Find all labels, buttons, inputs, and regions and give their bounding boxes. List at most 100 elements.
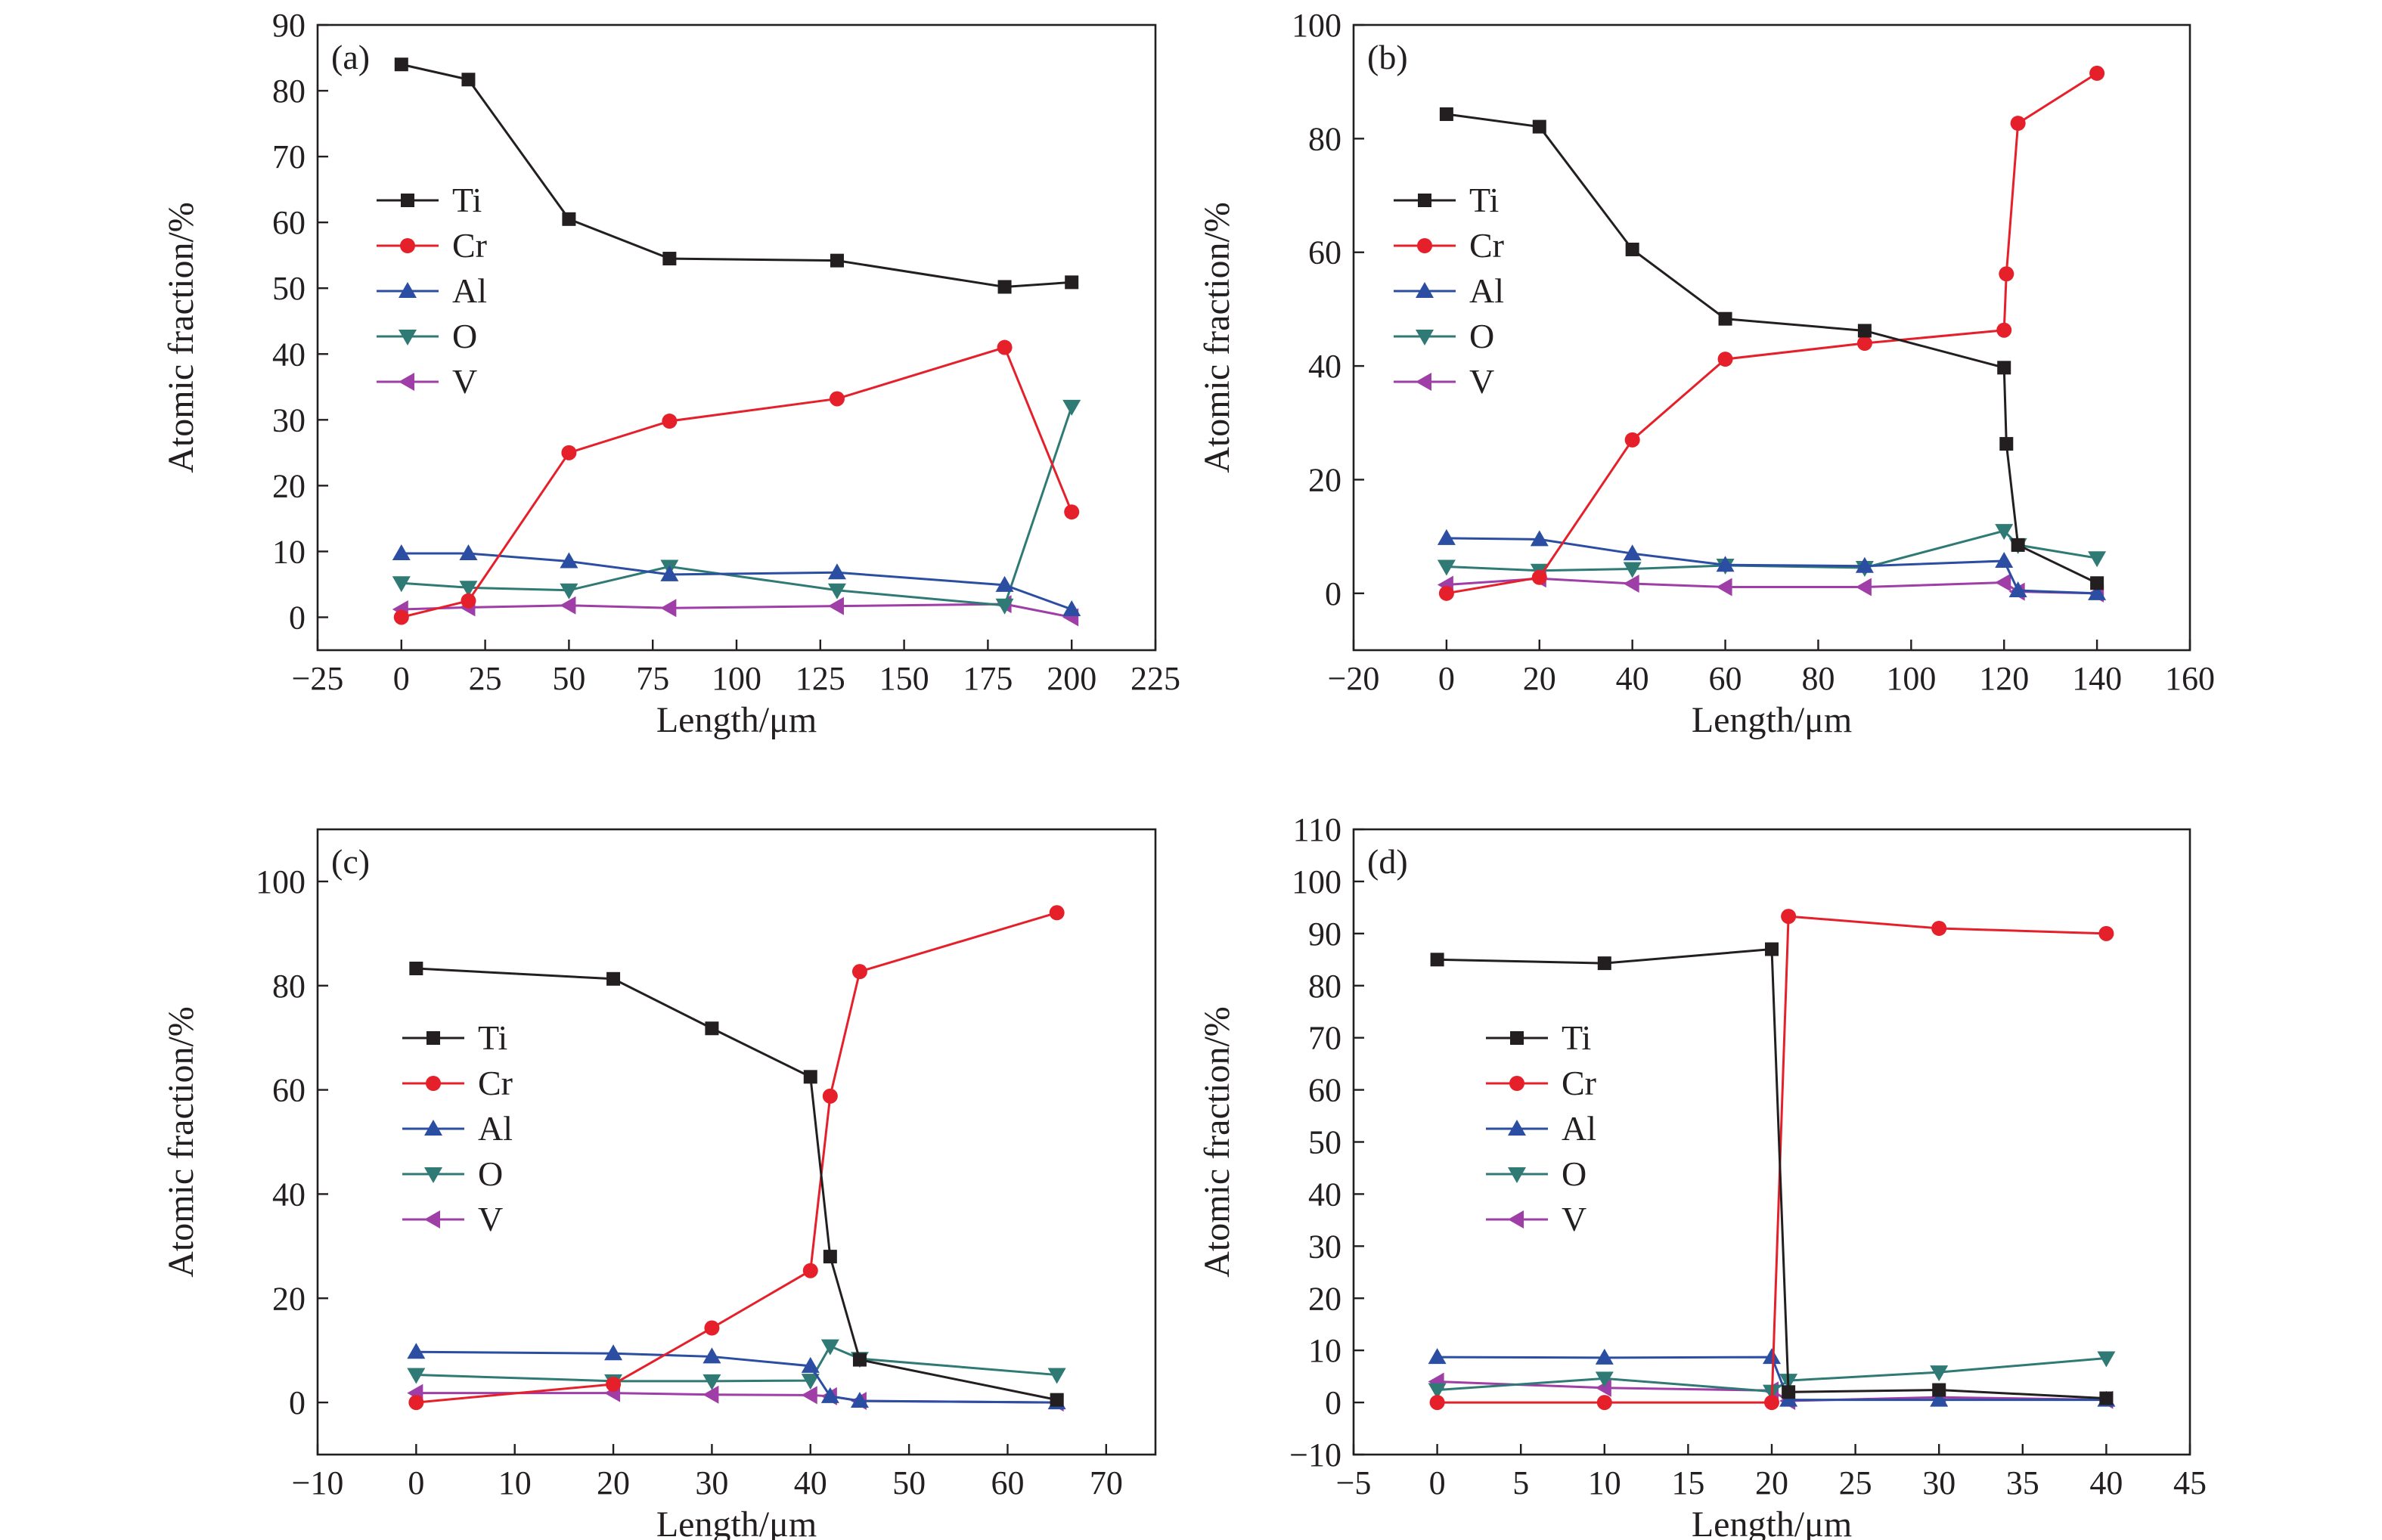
series-line-al — [401, 552, 1072, 611]
y-tick-label: 60 — [272, 204, 306, 241]
legend-marker — [1510, 1031, 1524, 1045]
legend: Ti Cr Al OV — [377, 181, 487, 401]
series-ti — [394, 57, 1079, 294]
series-line-al — [1437, 1356, 2107, 1402]
y-tick-label: 40 — [272, 336, 306, 373]
data-point-o — [1437, 559, 1456, 576]
series-cr — [1429, 909, 2114, 1411]
series-ti — [1439, 107, 2104, 590]
legend: Ti Cr Al OV — [1394, 181, 1504, 401]
x-tick-label: 20 — [1755, 1464, 1788, 1501]
data-point-v — [703, 1385, 719, 1404]
data-point-cr — [1596, 1395, 1612, 1411]
legend-item-v: V — [377, 362, 477, 401]
legend-label: Al — [452, 271, 487, 310]
y-tick-label: 70 — [272, 138, 306, 175]
x-tick-label: 50 — [552, 660, 585, 697]
legend-item-cr: Cr — [1394, 226, 1504, 265]
series-cr — [408, 905, 1065, 1411]
data-point-ti — [662, 252, 677, 266]
data-point-o — [820, 1339, 839, 1356]
data-point-o — [560, 583, 578, 600]
data-point-ti — [606, 971, 621, 986]
data-point-o — [2088, 551, 2107, 568]
x-tick-label: 160 — [2165, 660, 2215, 697]
data-point-al — [1623, 544, 1642, 561]
data-point-ti — [803, 1070, 817, 1084]
y-tick-label: 20 — [272, 467, 306, 504]
x-axis-title: Length/μm — [1692, 700, 1852, 740]
data-point-al — [1716, 556, 1735, 572]
data-point-o — [827, 583, 846, 600]
series-al — [1437, 528, 2107, 600]
data-point-cr — [1996, 322, 2012, 338]
data-point-ti — [1718, 311, 1732, 326]
legend-item-cr: Cr — [377, 226, 487, 265]
data-point-al — [2088, 584, 2107, 600]
data-point-o — [1623, 562, 1642, 578]
legend-marker — [1508, 1210, 1524, 1229]
x-tick-label: 40 — [1616, 660, 1649, 697]
data-point-al — [459, 544, 478, 561]
series-v — [392, 595, 1079, 627]
data-point-ti — [997, 280, 1012, 294]
data-point-cr — [393, 609, 409, 625]
y-tick-label: 0 — [289, 1384, 306, 1421]
y-tick-label: 60 — [1308, 1072, 1341, 1109]
legend-label: V — [478, 1200, 503, 1238]
panel-label: (c) — [331, 842, 370, 881]
data-point-al — [1062, 600, 1081, 617]
chart-panel-c: −10 0 10 20 30 40 50 60 70 0 20 40 60 80 100 Length/μm A… — [161, 828, 1157, 1540]
data-point-cr — [1531, 569, 1547, 585]
x-tick-label: 175 — [963, 660, 1013, 697]
y-tick-label: 10 — [1308, 1332, 1341, 1369]
data-point-v — [1995, 573, 2011, 592]
data-point-al — [703, 1347, 721, 1364]
legend-marker — [426, 1031, 440, 1045]
legend-item-ti: Ti — [402, 1018, 507, 1057]
data-point-o — [1930, 1365, 1949, 1382]
legend-label: Cr — [452, 226, 487, 265]
legend-marker — [1416, 330, 1434, 345]
legend-item-ti: Ti — [377, 181, 482, 219]
x-axis-title: Length/μm — [656, 700, 817, 740]
data-point-al — [1930, 1390, 1949, 1407]
data-point-cr — [1856, 336, 1872, 352]
legend-label: Cr — [1562, 1064, 1596, 1102]
x-tick-label: 0 — [1438, 660, 1455, 697]
x-tick-label: 75 — [636, 660, 669, 697]
legend-item-al: Al — [377, 271, 487, 310]
y-tick-label: 10 — [272, 533, 306, 570]
legend-label: Al — [1562, 1109, 1596, 1148]
data-point-al — [850, 1392, 869, 1408]
legend-marker — [1508, 1167, 1526, 1183]
x-tick-label: −20 — [1328, 660, 1380, 697]
data-point-ti — [1065, 275, 1079, 290]
legend-marker — [399, 282, 417, 298]
data-point-ti — [1532, 119, 1546, 134]
legend-marker — [399, 330, 417, 345]
data-point-cr — [662, 414, 678, 429]
data-point-cr — [1931, 920, 1947, 936]
data-point-al — [801, 1356, 820, 1373]
series-cr — [1438, 65, 2105, 601]
y-tick-label: 0 — [1325, 575, 1341, 612]
x-tick-label: −10 — [292, 1464, 344, 1501]
data-point-al — [392, 544, 411, 561]
data-point-al — [995, 575, 1014, 592]
legend-marker — [424, 1120, 442, 1136]
x-tick-label: 10 — [498, 1464, 532, 1501]
data-point-cr — [1064, 504, 1080, 520]
data-point-ti — [705, 1021, 719, 1036]
legend-item-ti: Ti — [1486, 1018, 1591, 1057]
legend-marker — [1509, 1076, 1524, 1091]
data-point-ti — [1857, 324, 1872, 338]
x-tick-label: 0 — [393, 660, 410, 697]
legend-label: O — [1562, 1154, 1586, 1193]
legend-marker — [1418, 194, 1431, 207]
legend-item-o: O — [1486, 1154, 1586, 1193]
data-point-ti — [562, 212, 576, 226]
legend-label: Cr — [478, 1064, 513, 1102]
data-point-ti — [1430, 953, 1444, 967]
data-point-o — [1995, 524, 2014, 541]
